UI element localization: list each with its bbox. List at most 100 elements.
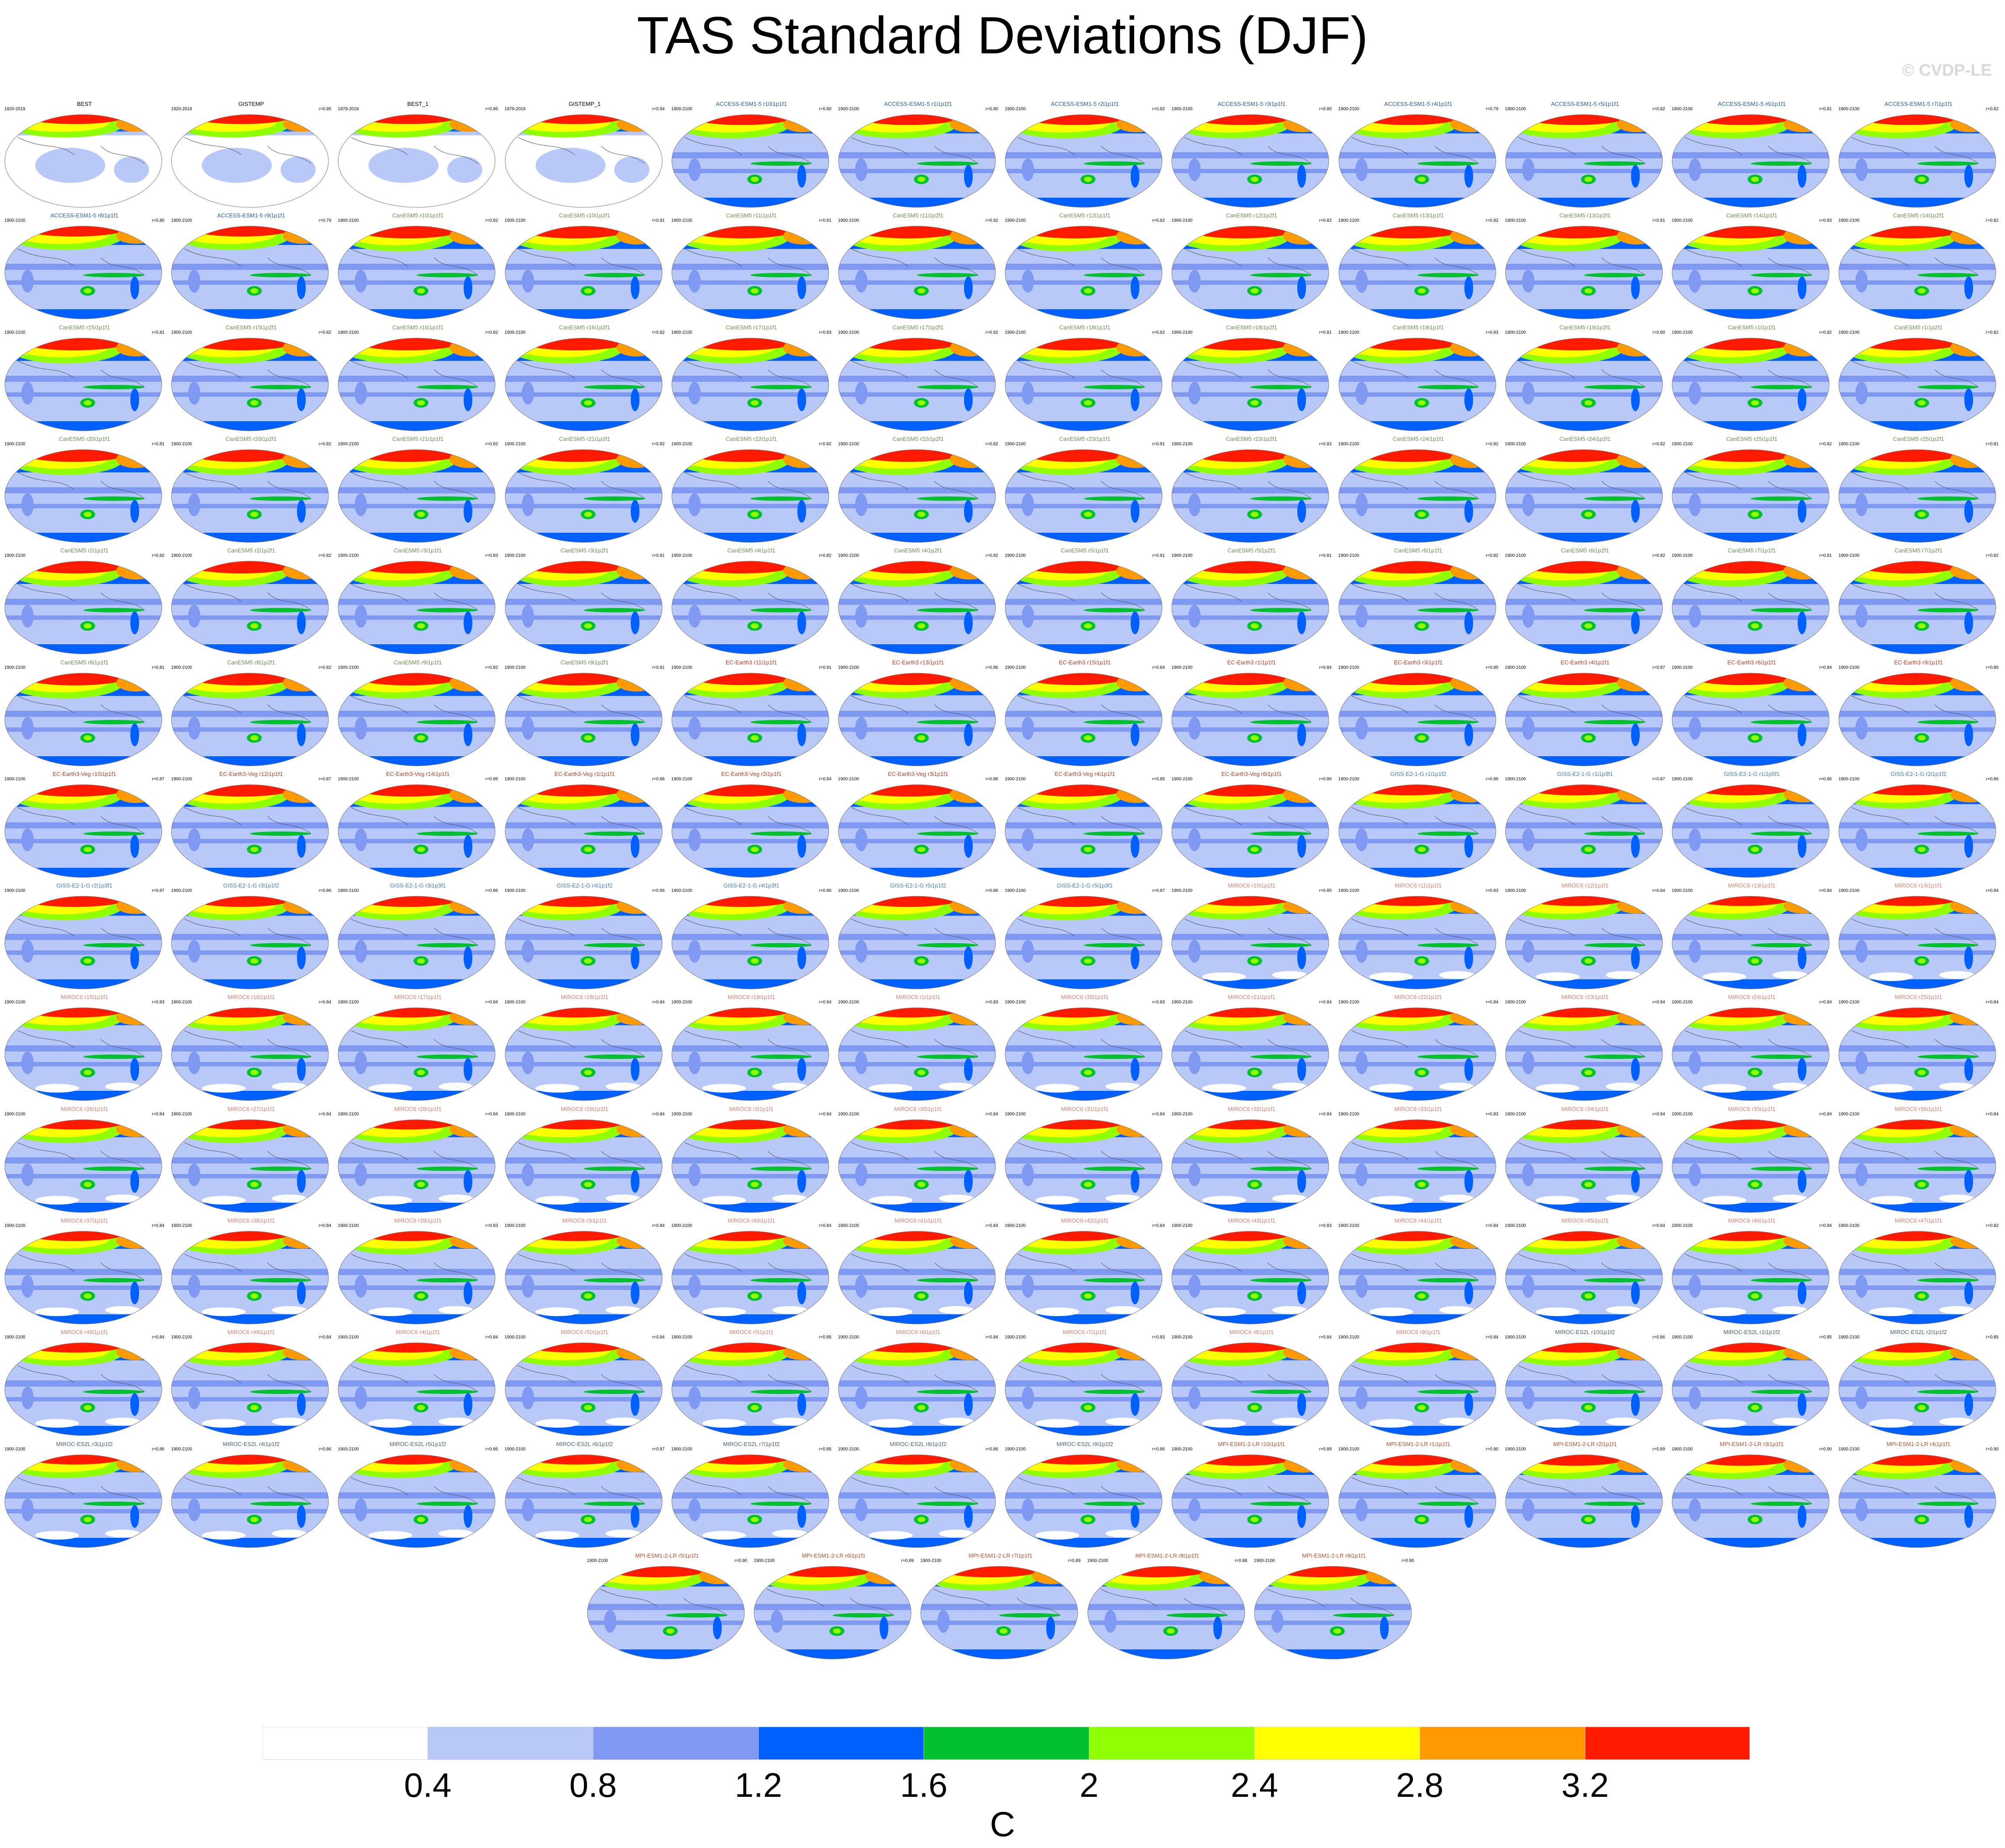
panel-years: 1900-2100 bbox=[838, 107, 859, 112]
panel-map bbox=[1838, 784, 1996, 878]
panel-title: BEST bbox=[77, 101, 92, 107]
panel-pattern-correlation: r=0.86 bbox=[485, 888, 498, 894]
panel-years: 1900-2100 bbox=[1171, 553, 1193, 559]
panel-title: MIROC6 r3i1p1f1 bbox=[562, 1217, 607, 1224]
panel-map bbox=[1005, 1231, 1163, 1324]
panel-map bbox=[1505, 226, 1663, 319]
panel-title: GISS-E2-1-G r5i1p3f1 bbox=[1057, 882, 1113, 889]
panel-pattern-correlation: r=0.81 bbox=[152, 665, 164, 670]
map-panel: CanESM5 r5i1p2f1 1900-2100 r=0.81 bbox=[1170, 547, 1332, 659]
panel-map bbox=[4, 226, 162, 319]
panel-map bbox=[838, 338, 996, 431]
map-panel: MIROC6 r36i1p1f1 1900-2100 r=0.84 bbox=[1837, 1106, 1999, 1217]
panel-years: 1900-2100 bbox=[1505, 330, 1526, 335]
panel-pattern-correlation: r=0.83 bbox=[1485, 888, 1499, 894]
panel-map bbox=[171, 1007, 329, 1101]
panel-map bbox=[587, 1566, 745, 1659]
panel-years: 1900-2100 bbox=[338, 888, 359, 894]
panel-title: CanESM5 r8i1p1f1 bbox=[60, 659, 108, 666]
panel-pattern-correlation: r=0.84 bbox=[1319, 1111, 1332, 1117]
panel-title: MIROC6 r44i1p1f1 bbox=[1394, 1217, 1442, 1224]
panel-map bbox=[505, 226, 663, 319]
panel-years: 1900-2100 bbox=[1171, 1335, 1193, 1340]
panel-years: 1900-2100 bbox=[171, 1111, 192, 1117]
panel-years: 1900-2100 bbox=[504, 218, 526, 224]
panel-years: 1900-2100 bbox=[1254, 1558, 1275, 1563]
panel-title: GISS-E2-1-G r3i1p1f2 bbox=[223, 882, 279, 889]
panel-years: 1900-2100 bbox=[1338, 665, 1359, 670]
panel-pattern-correlation: r=0.81 bbox=[819, 218, 831, 224]
panel-title: CanESM5 r14i1p2f1 bbox=[1893, 212, 1944, 219]
map-panel: CanESM5 r9i1p1f1 1900-2100 r=0.82 bbox=[337, 659, 499, 771]
panel-map bbox=[1338, 896, 1496, 989]
panel-title: MIROC6 r28i1p1f1 bbox=[394, 1105, 442, 1112]
panel-years: 1900-2100 bbox=[1005, 1111, 1026, 1117]
panel-map bbox=[4, 449, 162, 543]
panel-pattern-correlation: r=0.79 bbox=[318, 218, 332, 224]
panel-pattern-correlation: r=0.81 bbox=[152, 441, 164, 447]
panel-years: 1900-2100 bbox=[1338, 1111, 1359, 1117]
map-panel: MIROC6 r30i1p1f1 1900-2100 r=0.84 bbox=[837, 1106, 999, 1217]
panel-years: 1900-2100 bbox=[1171, 1000, 1193, 1005]
panel-map bbox=[505, 1454, 663, 1548]
panel-map bbox=[1338, 114, 1496, 208]
panel-years: 1900-2100 bbox=[1838, 1446, 1860, 1452]
panel-map bbox=[4, 338, 162, 431]
panel-pattern-correlation: r=0.86 bbox=[652, 776, 665, 782]
map-panel: CanESM5 r15i1p1f1 1900-2100 r=0.81 bbox=[3, 324, 165, 436]
panel-map bbox=[1672, 784, 1830, 878]
panel-title: EC-Earth3 r13i1p1f1 bbox=[892, 659, 944, 666]
colorbar-tick-label: 0.8 bbox=[569, 1766, 617, 1804]
panel-map bbox=[1005, 1007, 1163, 1101]
map-panel: CanESM5 r6i1p2f1 1900-2100 r=0.82 bbox=[1504, 547, 1666, 659]
panel-years: 1900-2100 bbox=[4, 218, 25, 224]
panel-years: 1900-2100 bbox=[671, 1223, 692, 1228]
panel-map bbox=[338, 673, 496, 766]
panel-map bbox=[838, 226, 996, 319]
panel-title: MIROC6 r13i1p1f1 bbox=[1728, 882, 1776, 889]
panel-map bbox=[1171, 1119, 1329, 1213]
panel-years: 1900-2100 bbox=[4, 1446, 25, 1452]
panel-pattern-correlation: r=0.84 bbox=[819, 776, 831, 782]
map-panel: MIROC6 r31i1p1f1 1900-2100 r=0.84 bbox=[1004, 1106, 1166, 1217]
map-panel: MPI-ESM1-2-LR r1i1p1f1 1900-2100 r=0.90 bbox=[1338, 1441, 1499, 1552]
map-panel: MIROC6 r17i1p1f1 1900-2100 r=0.84 bbox=[337, 994, 499, 1105]
panel-title: MIROC-ES2L r7i1p1f2 bbox=[723, 1440, 780, 1447]
panel-title: CanESM5 r22i1p1f1 bbox=[726, 435, 777, 442]
panel-years: 1900-2100 bbox=[1171, 1223, 1193, 1228]
panel-years: 1900-2100 bbox=[838, 1223, 859, 1228]
panel-years: 1900-2100 bbox=[671, 441, 692, 447]
panel-map bbox=[1672, 896, 1830, 989]
panel-pattern-correlation: r=0.86 bbox=[985, 776, 998, 782]
panel-pattern-correlation: r=0.86 bbox=[152, 1446, 164, 1452]
panel-pattern-correlation: r=0.84 bbox=[1152, 1223, 1165, 1228]
panel-title: EC-Earth3-Veg r4i1p1f1 bbox=[1055, 770, 1115, 777]
panel-map bbox=[1838, 1342, 1996, 1436]
map-panel: MPI-ESM1-2-LR r6i1p1f1 1900-2100 r=0.89 bbox=[753, 1552, 915, 1664]
panel-map bbox=[1672, 449, 1830, 543]
panel-years: 1900-2100 bbox=[171, 665, 192, 670]
panel-title: MIROC6 r20i1p1f1 bbox=[1061, 994, 1109, 1001]
panel-years: 1920-2019 bbox=[4, 107, 25, 112]
panel-title: CanESM5 r6i1p1f1 bbox=[1394, 547, 1443, 554]
panel-map bbox=[1005, 896, 1163, 989]
panel-title: MIROC6 r16i1p1f1 bbox=[227, 994, 275, 1001]
panel-title: CanESM5 r11i1p1f1 bbox=[726, 212, 777, 219]
panel-years: 1900-2100 bbox=[338, 1000, 359, 1005]
panel-pattern-correlation: r=0.90 bbox=[1401, 1558, 1414, 1563]
colorbar-segment bbox=[923, 1727, 1090, 1760]
map-panel: EC-Earth3-Veg r4i1p1f1 1900-2100 r=0.85 bbox=[1004, 771, 1166, 882]
panel-map bbox=[1838, 226, 1996, 319]
panel-title: CanESM5 r23i1p2f1 bbox=[1226, 435, 1277, 442]
panel-title: CanESM5 r5i1p1f1 bbox=[1061, 547, 1109, 554]
panel-years: 1900-2100 bbox=[1672, 330, 1693, 335]
panel-title: CanESM5 r2i1p2f1 bbox=[227, 547, 276, 554]
panel-pattern-correlation: r=0.90 bbox=[1986, 1446, 1999, 1452]
map-panel: GISS-E2-1-G r5i1p1f2 1900-2100 r=0.86 bbox=[837, 882, 999, 994]
panel-pattern-correlation: r=0.81 bbox=[1652, 218, 1665, 224]
panel-map bbox=[338, 1119, 496, 1213]
panel-map bbox=[1171, 673, 1329, 766]
panel-title: ACCESS-ESM1-5 r4i1p1f1 bbox=[1384, 101, 1453, 107]
map-panel: CanESM5 r8i1p1f1 1900-2100 r=0.81 bbox=[3, 659, 165, 771]
panel-map bbox=[1505, 1231, 1663, 1324]
